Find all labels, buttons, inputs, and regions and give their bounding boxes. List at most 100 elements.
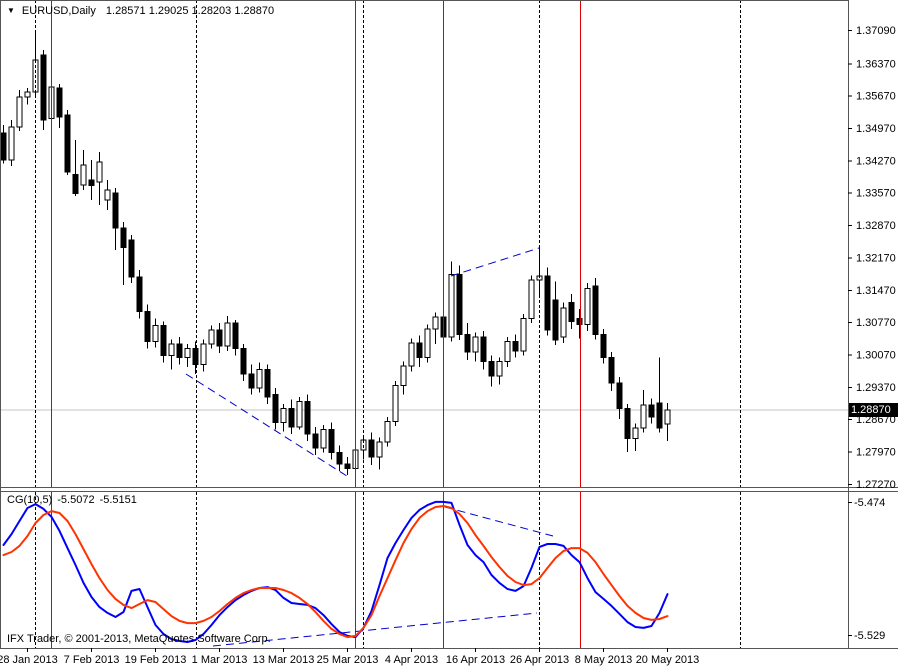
- candle-bullish: [280, 408, 287, 423]
- date-axis-label: 8 May 2013: [575, 654, 632, 666]
- candle-bearish: [176, 343, 183, 359]
- candle-bearish: [136, 276, 143, 313]
- date-axis-label: 26 Apr 2013: [510, 654, 569, 666]
- date-axis-label: 28 Jan 2013: [0, 654, 58, 666]
- trendline[interactable]: [444, 506, 554, 537]
- candle-bullish: [168, 343, 175, 356]
- date-axis-label: 7 Feb 2013: [64, 654, 120, 666]
- price-axis-label: 1.36370: [856, 58, 896, 70]
- candle-bearish: [608, 357, 615, 384]
- candle-bearish: [480, 336, 487, 362]
- candle-bullish: [8, 126, 15, 161]
- candle-bearish: [216, 329, 223, 347]
- candle-bullish: [448, 274, 455, 338]
- candle-bearish: [272, 394, 279, 423]
- candle-bullish: [496, 360, 503, 377]
- indicator-label: CG(10,5) -5.5072 -5.5151: [7, 494, 142, 507]
- candle-bullish: [384, 421, 391, 443]
- indicator-axis-label: -5.529: [854, 630, 885, 642]
- price-axis-label: 1.33570: [856, 188, 896, 200]
- candle-bearish: [288, 408, 295, 428]
- candle-bearish: [344, 463, 351, 470]
- candle-bearish: [616, 382, 623, 410]
- candle-bearish: [240, 348, 247, 375]
- price-axis-label: 1.27270: [856, 479, 896, 491]
- ohlc-expander-icon[interactable]: ▼: [7, 6, 15, 15]
- candle-bullish: [296, 401, 303, 428]
- price-axis-label: 1.32870: [856, 220, 896, 232]
- candle-bullish: [520, 317, 527, 352]
- date-axis-label: 16 Apr 2013: [446, 654, 505, 666]
- candle-bearish: [544, 275, 551, 331]
- candle-bearish: [656, 402, 663, 429]
- price-axis-label: 1.34270: [856, 155, 896, 167]
- candle-bullish: [24, 91, 31, 98]
- candle-bullish: [632, 427, 639, 440]
- candle-bullish: [200, 343, 207, 366]
- price-axis-label: 1.32170: [856, 252, 896, 264]
- candle-bullish: [584, 287, 591, 325]
- candle-bullish: [432, 316, 439, 330]
- candle-bearish: [416, 342, 423, 359]
- date-axis-label: 19 Feb 2013: [125, 654, 187, 666]
- cg-signal-line: [2, 505, 669, 639]
- candle-bullish: [208, 329, 215, 345]
- candle-bullish: [392, 384, 399, 423]
- candle-bearish: [552, 299, 559, 341]
- price-axis-label: 1.31470: [856, 285, 896, 297]
- candle-bearish: [248, 373, 255, 389]
- indicator-value-2: -5.5151: [99, 494, 137, 506]
- candle-bearish: [592, 285, 599, 336]
- candle-bearish: [128, 239, 135, 278]
- candle-bullish: [16, 96, 23, 128]
- indicator-axis-label: -5.474: [854, 497, 885, 509]
- copyright-label: IFX Trader, © 2001-2013, MetaQuotes Soft…: [7, 633, 271, 645]
- date-axis-label: 25 Mar 2013: [317, 654, 379, 666]
- candle-bullish: [224, 322, 231, 347]
- candle-bullish: [664, 409, 671, 425]
- date-axis-label: 4 Apr 2013: [385, 654, 438, 666]
- symbol-period-label: EURUSD,Daily: [21, 5, 96, 17]
- price-axis-label: 1.34970: [856, 123, 896, 135]
- candle-bullish: [472, 336, 479, 353]
- candle-bearish: [56, 87, 63, 118]
- candle-bearish: [72, 174, 79, 195]
- candle-bearish: [648, 404, 655, 418]
- cg-indicator-line: [2, 500, 669, 643]
- candle-bullish: [152, 324, 159, 343]
- trendline[interactable]: [212, 612, 538, 647]
- chart-title: ▼ EURUSD,Daily 1.28571 1.29025 1.28203 1.2…: [7, 4, 274, 18]
- candle-bullish: [408, 342, 415, 367]
- current-price-tag: 1.28870: [849, 403, 898, 417]
- candle-bullish: [96, 161, 103, 183]
- price-axis-label: 1.29370: [856, 382, 896, 394]
- candle-bearish: [160, 324, 167, 356]
- candle-bearish: [576, 317, 583, 325]
- candle-bearish: [192, 348, 199, 366]
- candle-bearish: [40, 54, 47, 121]
- candle-bearish: [0, 132, 7, 161]
- candle-bullish: [400, 365, 407, 386]
- date-axis-label: 13 Mar 2013: [253, 654, 315, 666]
- ohlc-quote-label: 1.28571 1.29025 1.28203 1.28870: [105, 5, 275, 17]
- candle-bullish: [528, 279, 535, 319]
- candle-bullish: [424, 328, 431, 359]
- candle-bullish: [560, 307, 567, 338]
- date-axis-label: 20 May 2013: [636, 654, 700, 666]
- candle-bearish: [328, 428, 335, 454]
- candle-bearish: [144, 311, 151, 343]
- price-axis-label: 1.30070: [856, 350, 896, 362]
- price-axis-label: 1.37090: [856, 25, 896, 37]
- trendline[interactable]: [185, 373, 351, 479]
- date-axis-label: 1 Mar 2013: [192, 654, 248, 666]
- candle-bullish: [80, 164, 87, 186]
- candle-bullish: [504, 341, 511, 362]
- candle-bullish: [256, 368, 263, 389]
- candle-bullish: [320, 428, 327, 449]
- trendline[interactable]: [450, 247, 540, 277]
- candle-bearish: [112, 192, 119, 229]
- price-axis-label: 1.27970: [856, 447, 896, 459]
- candle-bearish: [312, 433, 319, 449]
